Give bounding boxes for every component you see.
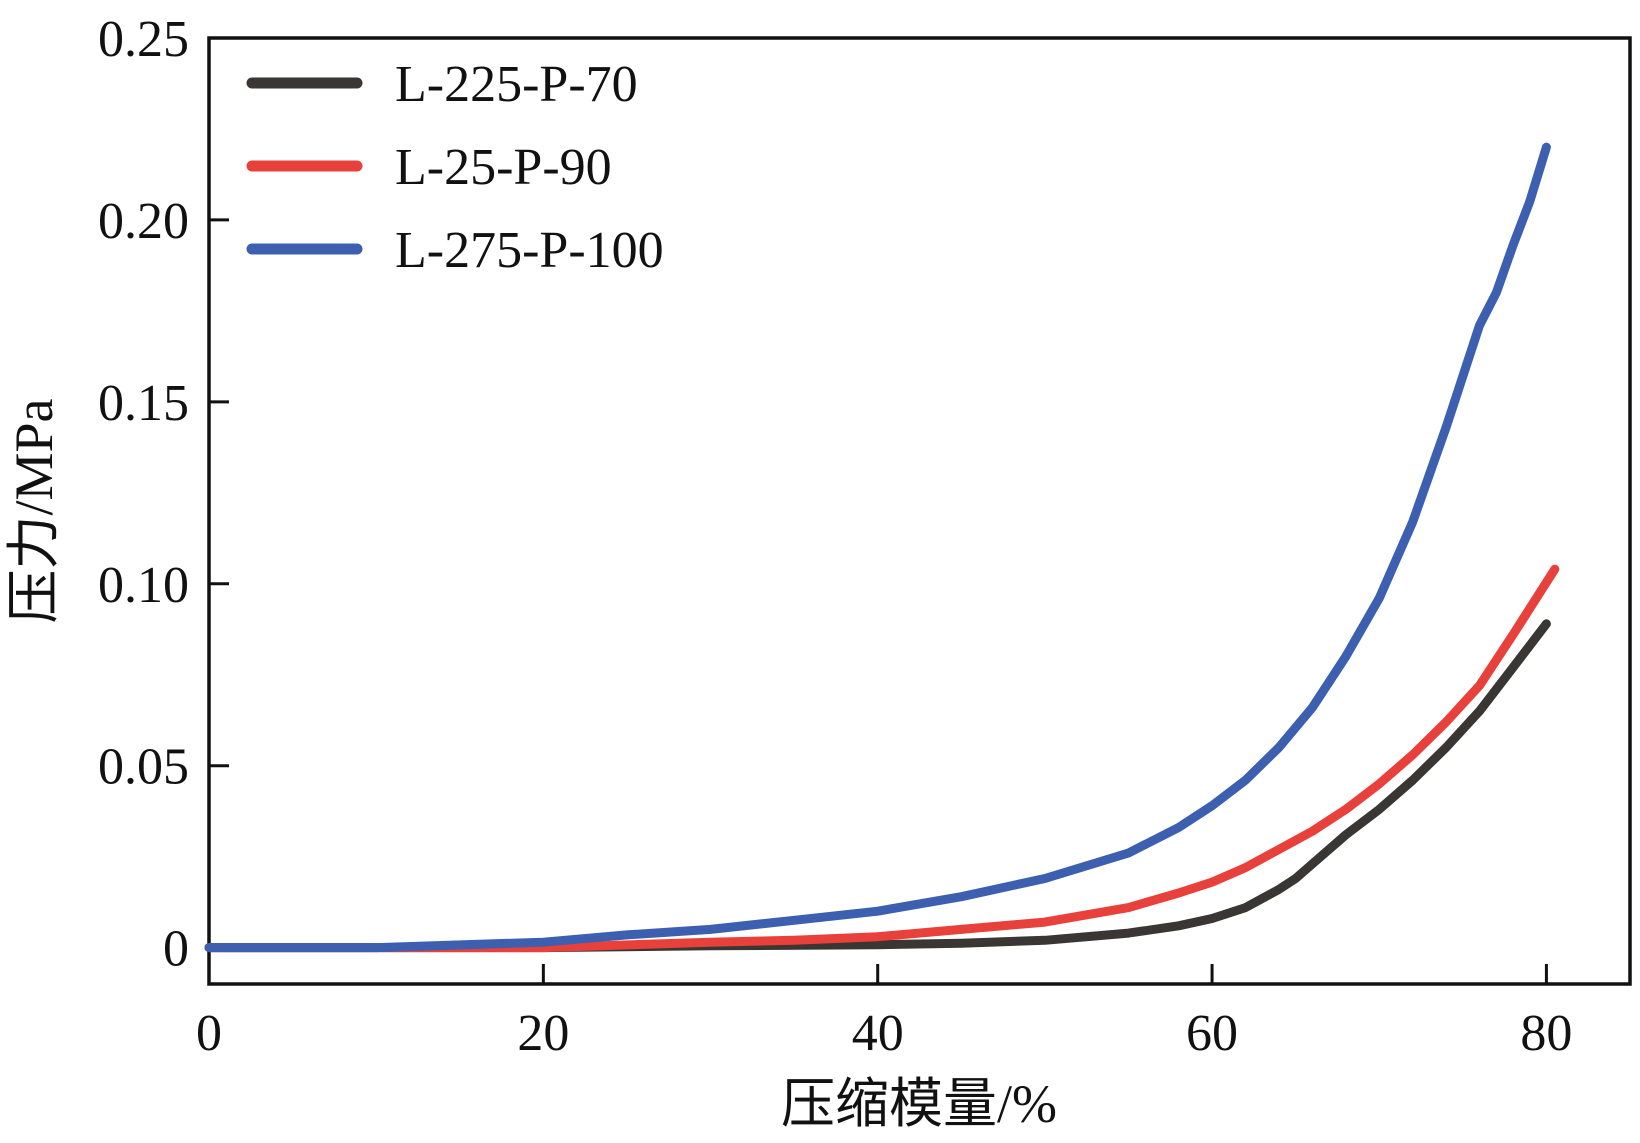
y-tick-label: 0 [163, 921, 189, 978]
x-tick-label: 40 [852, 1005, 904, 1062]
series-line-1 [204, 619, 1551, 953]
y-tick-label: 0.05 [98, 739, 189, 796]
legend-label: L-25-P-90 [395, 139, 612, 196]
y-tick-label: 0.25 [98, 11, 189, 68]
y-tick-label: 0.15 [98, 375, 189, 432]
series-line-3 [204, 142, 1551, 953]
series-line-2 [204, 564, 1560, 953]
series-layer [204, 142, 1560, 953]
x-tick-label: 0 [196, 1005, 222, 1062]
y-tick-label: 0.10 [98, 557, 189, 614]
legend-label: L-275-P-100 [395, 222, 664, 279]
plot-frame [207, 36, 1632, 986]
legend: L-225-P-70 L-25-P-90 L-275-P-100 [246, 56, 664, 279]
legend-label: L-225-P-70 [395, 56, 638, 113]
x-tick-label: 20 [517, 1005, 569, 1062]
y-tick-label: 0.20 [98, 193, 189, 250]
x-axis-title: 压缩模量/% [781, 1074, 1057, 1134]
x-tick-label: 60 [1186, 1005, 1238, 1062]
y-axis-title: 压力/MPa [4, 398, 64, 623]
x-tick-label: 80 [1520, 1005, 1572, 1062]
ticks-layer: 0 20 40 60 80 0 0.05 0.10 0.15 0.20 0.25 [98, 11, 1572, 1062]
